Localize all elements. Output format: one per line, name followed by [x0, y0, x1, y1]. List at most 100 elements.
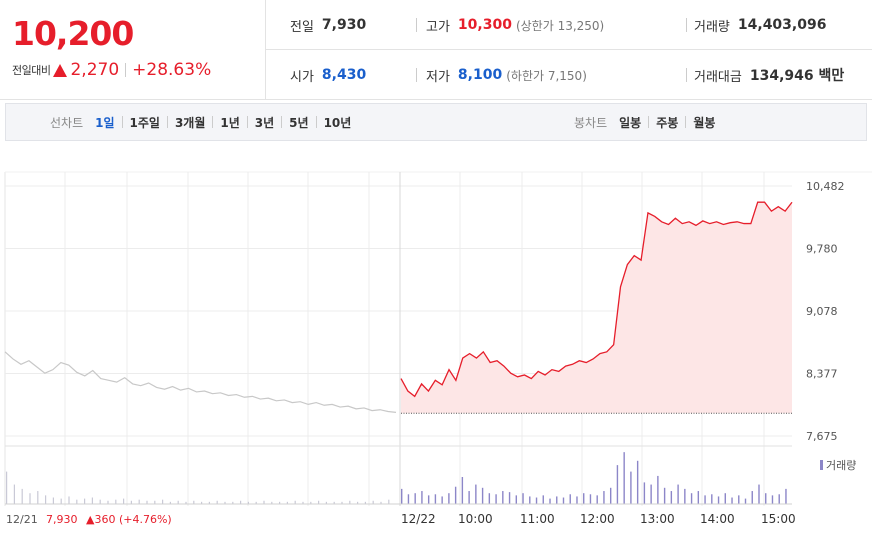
volume-bar: [130, 500, 132, 504]
divider: [686, 68, 687, 82]
prev-close-cell: 전일 7,930: [290, 0, 366, 50]
volume-bar: [107, 500, 109, 504]
x-tick-label: 12/22: [401, 512, 436, 526]
range-1d[interactable]: 1일: [95, 115, 115, 130]
volume-bar: [535, 497, 538, 504]
volume-bar: [711, 494, 713, 504]
volume-bar: [52, 497, 54, 504]
volume-bar: [185, 501, 187, 504]
volume-bar: [549, 498, 551, 504]
volume-bar: [643, 482, 646, 504]
divider: [648, 116, 650, 128]
candle-chart-ranges: 봉차트 일봉 주봉 월봉: [574, 104, 715, 140]
volume-value: 14,403,096: [737, 17, 827, 33]
diff-rate: +28.63%: [132, 60, 212, 80]
volume-bar: [201, 501, 203, 504]
candle-chart-title: 봉차트: [574, 115, 608, 130]
x-tick-label: 14:00: [700, 512, 735, 526]
volume-bar: [596, 495, 598, 504]
divider: [315, 116, 317, 128]
volume-bar: [609, 487, 612, 504]
range-10y[interactable]: 10년: [323, 115, 352, 130]
volume-bar: [216, 500, 218, 504]
x-tick-label: 11:00: [520, 512, 555, 526]
volume-bar: [481, 487, 484, 504]
volume-bar: [616, 465, 619, 504]
volume-bar: [636, 460, 639, 504]
volume-bar: [542, 495, 544, 504]
volume-bar: [529, 496, 531, 504]
current-price: 10,200: [12, 14, 134, 53]
volume-bar: [388, 499, 390, 504]
amount-label: 거래대금: [694, 69, 742, 85]
volume-bar: [364, 501, 366, 504]
volume-bar: [677, 484, 679, 504]
volume-bar: [603, 491, 605, 504]
divider: [212, 116, 214, 128]
volume-bar: [310, 501, 312, 504]
amount-cell: 거래대금 134,946 백만: [694, 50, 844, 100]
volume-bar: [325, 501, 327, 504]
volume-bar: [240, 500, 242, 504]
chart-toolbar: 선차트 1일 1주일 3개월 1년 3년 5년 10년 봉차트 일봉 주봉 월봉: [5, 103, 867, 141]
volume-bar: [279, 501, 281, 504]
price-chart[interactable]: 10,482 9,780 9,078 8,377 7,675 거래량 12/21 7,930 ▲…: [0, 150, 872, 547]
range-3y[interactable]: 3년: [254, 115, 275, 130]
open-label: 시가: [290, 69, 314, 85]
volume-bar: [294, 500, 296, 504]
volume-bar: [91, 497, 93, 504]
volume-bar: [29, 493, 31, 504]
divider: [125, 63, 127, 77]
volume-bar: [193, 500, 195, 504]
volume-bar: [76, 499, 78, 504]
x-tick-label: 13:00: [640, 512, 675, 526]
range-5y[interactable]: 5년: [289, 115, 309, 130]
divider: [166, 116, 168, 128]
price-change: 전일대비 2,270 +28.63%: [12, 60, 211, 80]
volume-bar: [556, 496, 558, 504]
volume-bar: [785, 488, 787, 504]
range-3m[interactable]: 3개월: [174, 115, 206, 130]
volume-bar: [670, 491, 673, 504]
volume-bar: [751, 491, 753, 504]
candle-monthly[interactable]: 월봉: [693, 115, 716, 130]
volume-bar: [13, 484, 15, 504]
candle-daily[interactable]: 일봉: [619, 115, 642, 130]
volume-bar: [341, 501, 343, 504]
volume-bar: [515, 495, 518, 504]
low-value: 8,100: [457, 67, 503, 83]
y-tick-label: 9,780: [806, 243, 838, 256]
range-1y[interactable]: 1년: [220, 115, 240, 130]
lower-limit: (하한가 7,150): [506, 68, 587, 83]
volume-bar: [454, 486, 457, 504]
volume-bar: [414, 493, 416, 504]
volume-bar: [162, 499, 164, 504]
x-tick-label: 15:00: [761, 512, 796, 526]
volume-bar: [372, 500, 374, 504]
volume-bar: [663, 487, 666, 504]
divider: [685, 116, 687, 128]
volume-bar: [99, 499, 101, 504]
volume-legend-label: 거래량: [826, 459, 856, 472]
divider: [416, 18, 417, 32]
volume-bar: [169, 501, 171, 504]
line-chart-title: 선차트: [50, 115, 84, 130]
volume-legend-swatch: [820, 460, 823, 470]
volume-bar: [247, 501, 249, 504]
volume-bar: [771, 495, 774, 504]
today-price-line: [400, 201, 793, 398]
volume-bar: [724, 493, 726, 504]
divider: [121, 116, 123, 128]
volume-bar: [318, 500, 320, 504]
volume-bar: [154, 500, 156, 504]
volume-bar: [380, 501, 382, 504]
volume-bar: [68, 496, 70, 504]
open-value: 8,430: [321, 67, 367, 83]
diff-value: 2,270: [70, 60, 120, 80]
volume-bar: [690, 493, 693, 504]
volume-bar: [731, 497, 733, 504]
amount-value: 134,946 백만: [749, 68, 845, 84]
range-1w[interactable]: 1주일: [129, 115, 160, 130]
low-label: 저가: [426, 69, 450, 85]
candle-weekly[interactable]: 주봉: [656, 115, 679, 130]
